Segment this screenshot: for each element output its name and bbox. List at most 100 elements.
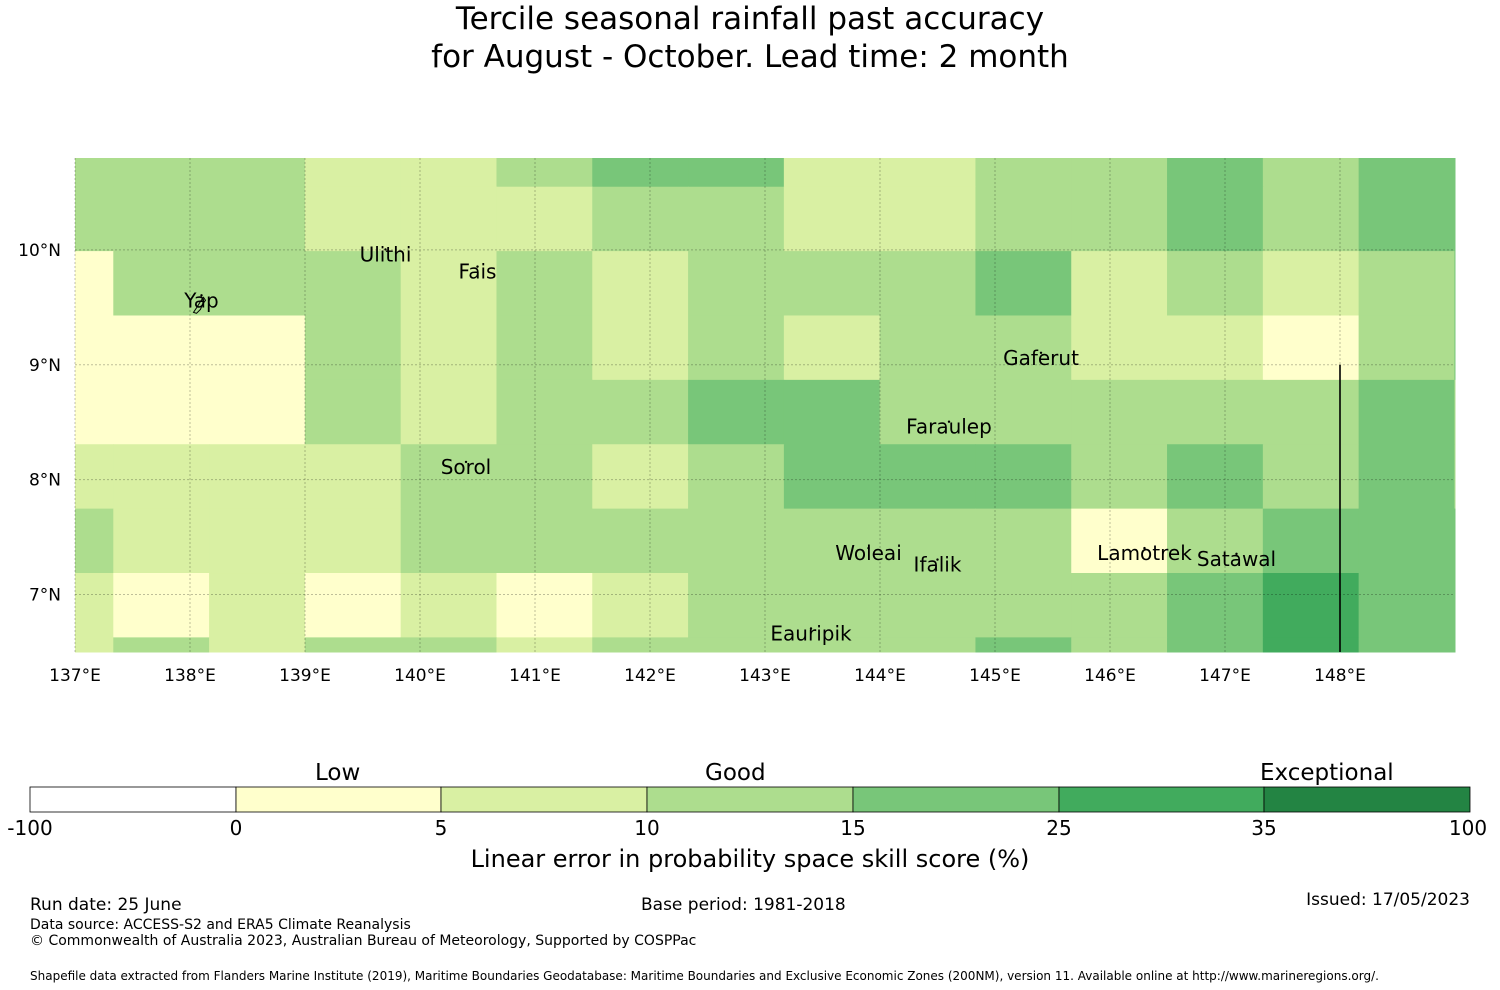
colorbar-swatch [235,786,442,813]
lon-tick-label: 140°E [394,666,446,686]
skill-cell [975,637,1072,653]
run-date: Run date: 25 June [30,895,182,915]
skill-cell [879,508,976,574]
skill-cell [879,573,976,638]
skill-cell [688,379,785,445]
skill-cell [1454,186,1456,252]
skill-cell [688,444,785,510]
skill-cell [879,186,976,252]
skill-cell [975,508,1072,574]
place-label: Eauripik [770,622,852,646]
skill-cell [783,251,881,316]
skill-cell [209,573,306,638]
skill-cell [1358,158,1455,188]
colorbar [29,786,1471,813]
issued-date: Issued: 17/05/2023 [1306,890,1470,910]
skill-cell [304,186,402,252]
skill-cell [1071,158,1168,188]
yap-island-outline [192,296,207,314]
skill-cell [400,158,497,188]
skill-cell [592,444,689,510]
island-marker [936,558,939,561]
skill-cell [400,186,497,252]
skill-cell [1071,508,1168,574]
skill-cell [304,251,402,316]
colorbar-category-low: Low [315,760,361,786]
island-marker [947,420,951,423]
place-label: Sorol [441,455,492,479]
skill-cell [75,315,114,381]
lon-tick-label: 145°E [969,666,1021,686]
place-label: Fais [459,260,497,284]
island-marker [464,460,468,464]
skill-grid [75,158,1456,653]
lon-tick-label: 143°E [739,666,791,686]
skill-cell [496,444,593,510]
shapefile-credit: Shapefile data extracted from Flanders M… [30,969,1379,983]
skill-cell [304,315,402,381]
skill-cell [592,508,689,574]
lon-tick-label: 144°E [854,666,906,686]
skill-cell [1262,158,1360,188]
island-marker [384,248,387,251]
lon-tick-label: 137°E [49,666,101,686]
colorbar-tick: -100 [7,816,53,840]
colorbar-tick: 25 [1046,816,1072,840]
skill-cell [879,251,976,316]
skill-cell [1167,379,1264,445]
lon-tick-label: 148°E [1314,666,1366,686]
skill-cell [75,508,114,574]
skill-cell [688,251,785,316]
skill-cell [209,158,306,188]
lon-tick-label: 138°E [164,666,216,686]
skill-cell [592,637,689,653]
skill-cell [688,508,785,574]
skill-cell [209,637,306,653]
map-title-line1: Tercile seasonal rainfall past accuracy [455,1,1045,37]
skill-cell [496,315,593,381]
skill-map: 137°E 138°E 139°E 140°E 141°E 142°E 143°E 144°E… [18,158,1456,686]
island-marker [476,265,479,268]
lon-tick-label: 139°E [279,666,331,686]
skill-cell [75,637,114,653]
place-labels: Yap Ulithi Fais Gaferut Faraulep Sorol Woleai I… [183,242,1276,645]
colorbar-tick: 35 [1251,816,1277,840]
skill-cell [1358,508,1455,574]
islands [192,248,1238,630]
skill-cell [1262,315,1360,381]
skill-cell [1358,315,1455,381]
skill-cell [975,251,1072,316]
skill-cell [688,637,785,653]
skill-cell [1454,573,1456,638]
skill-cell [879,315,976,381]
skill-cell [496,637,593,653]
skill-cell [1167,508,1264,574]
skill-cell [1071,251,1168,316]
skill-cell [1454,379,1456,445]
skill-cell [496,158,593,188]
skill-cell [1262,508,1360,574]
skill-cell [496,251,593,316]
skill-cell [113,508,210,574]
place-label: Woleai [835,541,902,565]
place-label: Yap [183,288,218,312]
island-marker [1143,546,1146,550]
skill-cell [1454,508,1456,574]
skill-cell [1454,637,1456,653]
colorbar-category-good: Good [705,760,766,786]
skill-cell [113,251,210,316]
skill-cell [1167,444,1264,510]
lon-tick-label: 146°E [1084,666,1136,686]
data-source: Data source: ACCESS-S2 and ERA5 Climate … [30,917,411,933]
skill-cell [879,379,976,445]
skill-cell [783,315,881,381]
skill-cell [592,186,689,252]
lat-tick-label: 7°N [29,586,61,606]
skill-cell [304,158,402,188]
skill-cell [783,158,881,188]
skill-cell [209,379,306,445]
skill-cell [1071,444,1168,510]
place-label: Ifalik [914,553,962,577]
skill-cell [975,444,1072,510]
island-marker [867,546,870,550]
